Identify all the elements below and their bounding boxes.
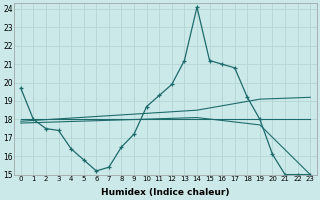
X-axis label: Humidex (Indice chaleur): Humidex (Indice chaleur): [101, 188, 230, 197]
